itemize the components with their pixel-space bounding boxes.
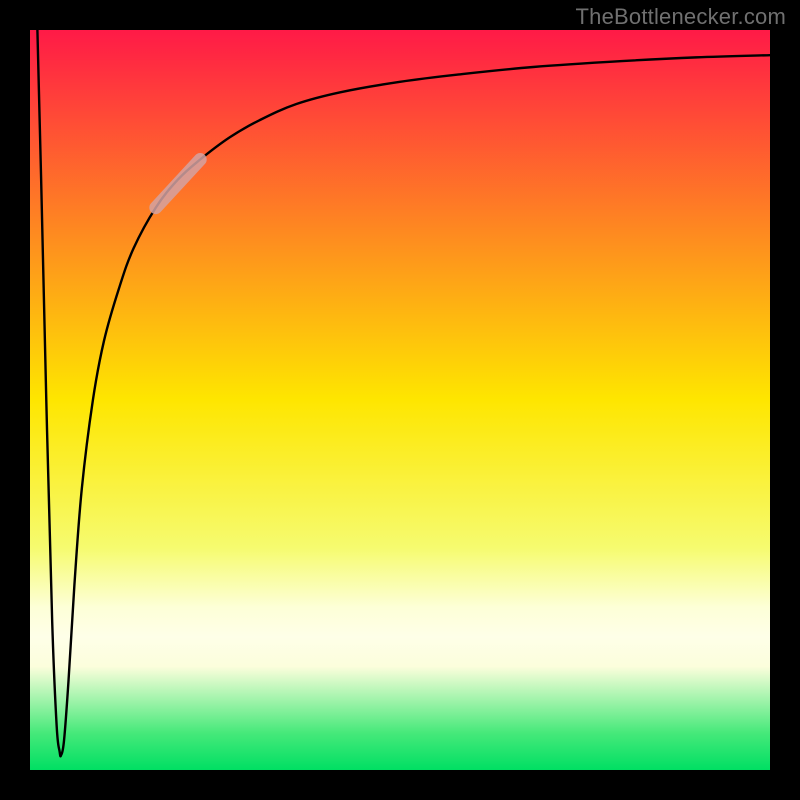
chart-frame: TheBottlenecker.com (0, 0, 800, 800)
plot-background (30, 30, 770, 770)
bottleneck-chart (0, 0, 800, 800)
